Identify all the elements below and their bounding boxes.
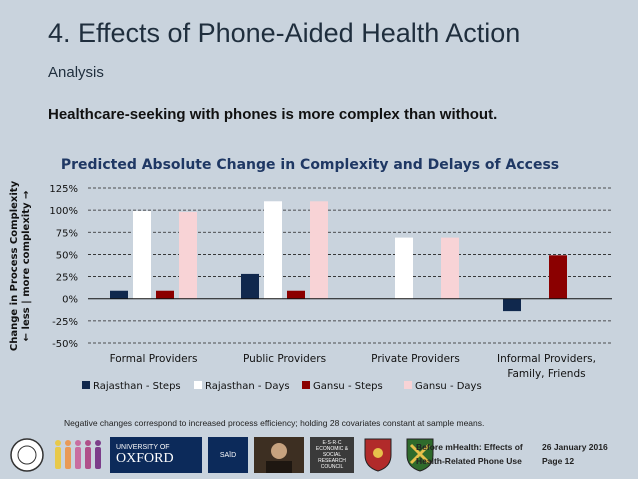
footer-line1: Before mHealth: Effects of [416,442,523,452]
x-tick-label: Public Providers [243,353,326,365]
y-tick-label: -25% [52,317,78,328]
bar [503,298,521,312]
legend-swatch [82,381,90,389]
chart-title: Predicted Absolute Change in Complexity … [61,157,559,173]
bar [110,290,128,299]
y-tick-label: 125% [49,184,78,195]
bar [264,201,282,299]
bar [133,211,151,299]
y-tick-label: 100% [49,206,78,217]
bar-chart: Predicted Absolute Change in Complexity … [9,157,612,392]
oxford-logo: UNIVERSITY OF OXFORD [110,437,202,473]
footer-left: Before mHealth: Effects of Health-Relate… [416,440,523,468]
said-text: SAÏD [219,451,237,459]
bar [156,290,174,299]
figures-logo [52,437,104,473]
esrc-logo: E·S·R·C ECONOMIC & SOCIAL RESEARCH COUNC… [310,437,354,473]
y-tick-label: 25% [56,273,78,284]
slide-subtitle: Analysis [48,64,104,81]
legend-swatch [194,381,202,389]
legend-label: Gansu - Steps [313,381,383,392]
bar [441,237,459,299]
bar [310,201,328,299]
legend-label: Rajasthan - Steps [93,381,181,392]
oxford-line2: OXFORD [116,450,174,466]
footer-date: 26 January 2016 [542,442,608,452]
green-crest [402,437,438,473]
slide-headline: Healthcare-seeking with phones is more c… [48,106,498,123]
college-crest [360,437,396,473]
footer-line2: Health-Related Phone Use [416,456,522,466]
y-axis-label: Change in Process Complexity← less | mor… [9,180,32,351]
legend-label: Gansu - Days [415,381,482,392]
slide-title: 4. Effects of Phone-Aided Health Action [48,18,521,48]
x-tick-label: Family, Friends [507,368,585,380]
bar [179,211,197,299]
x-tick-label: Private Providers [371,353,460,365]
y-tick-label: 75% [56,228,78,239]
y-axis-label-line1: Change in Process Complexity [9,180,20,351]
oxford-line1: UNIVERSITY OF [116,443,170,451]
footnote: Negative changes correspond to increased… [64,418,485,428]
legend-label: Rajasthan - Days [205,381,290,392]
y-tick-label: 50% [56,250,78,261]
x-tick-label: Formal Providers [110,353,198,365]
esrc-text: E·S·R·C ECONOMIC & SOCIAL RESEARCH COUNC… [315,440,349,470]
legend-swatch [404,381,412,389]
y-tick-label: 0% [62,295,78,306]
legend-swatch [302,381,310,389]
bar [549,255,567,299]
bar [241,273,259,299]
wdi-logo [8,437,46,473]
logo-strip: UNIVERSITY OF OXFORD SAÏD E·S·R·C ECONOM… [8,435,438,475]
bar [395,237,413,299]
footer-page: Page 12 [542,456,575,466]
bar [287,290,305,299]
portrait-image [254,437,304,473]
y-axis-label-line2: ← less | more complexity → [21,191,32,342]
y-tick-label: -50% [52,339,78,350]
x-tick-label: Informal Providers, [497,353,596,365]
said-logo: SAÏD [208,437,248,473]
footer-right: 26 January 2016 Page 12 [542,440,608,468]
